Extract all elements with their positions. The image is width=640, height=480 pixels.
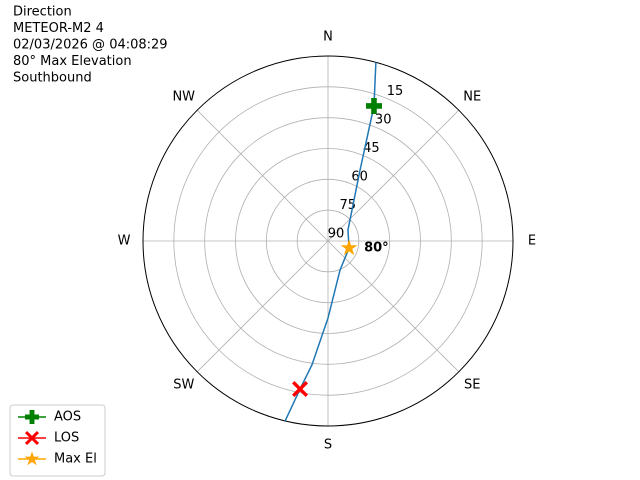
track-line [284,62,377,422]
title-line: 02/03/2026 @ 04:08:29 [13,38,168,53]
angle-tick-label: S [324,438,332,453]
angle-tick-label: N [323,30,333,45]
radial-tick-label: 90 [328,227,345,242]
radial-tick-label: 60 [351,170,368,185]
angle-tick-label: W [118,234,131,249]
grid-spoke [327,240,460,373]
marker-plus [365,97,382,114]
radial-tick-label: 45 [363,141,380,156]
angle-tick-label: NE [463,89,481,104]
legend-marker [24,451,40,466]
polar-frame [142,55,514,427]
grid-spoke [327,109,460,242]
legend-label: Max El [54,452,97,467]
annotation: 80° [364,241,389,256]
radial-tick-label: 15 [387,84,404,99]
marker-x [292,381,309,398]
legend-label: AOS [54,410,81,425]
angle-tick-label: NW [172,89,195,104]
grid-spoke [196,240,329,373]
grid-spoke [196,109,329,242]
legend-marker [25,431,39,445]
legend-label: LOS [54,431,79,446]
title-line: METEOR-M2 4 [13,21,104,36]
legend-marker [25,410,39,424]
marker-star [340,239,358,256]
angle-tick-label: SW [173,378,194,393]
title-line: 80° Max Elevation [13,54,132,69]
radial-tick-label: 30 [375,113,392,128]
angle-tick-label: SE [464,378,480,393]
angle-tick-label: E [528,234,536,249]
title-line: Direction [13,5,72,20]
title-line: Southbound [13,71,92,86]
